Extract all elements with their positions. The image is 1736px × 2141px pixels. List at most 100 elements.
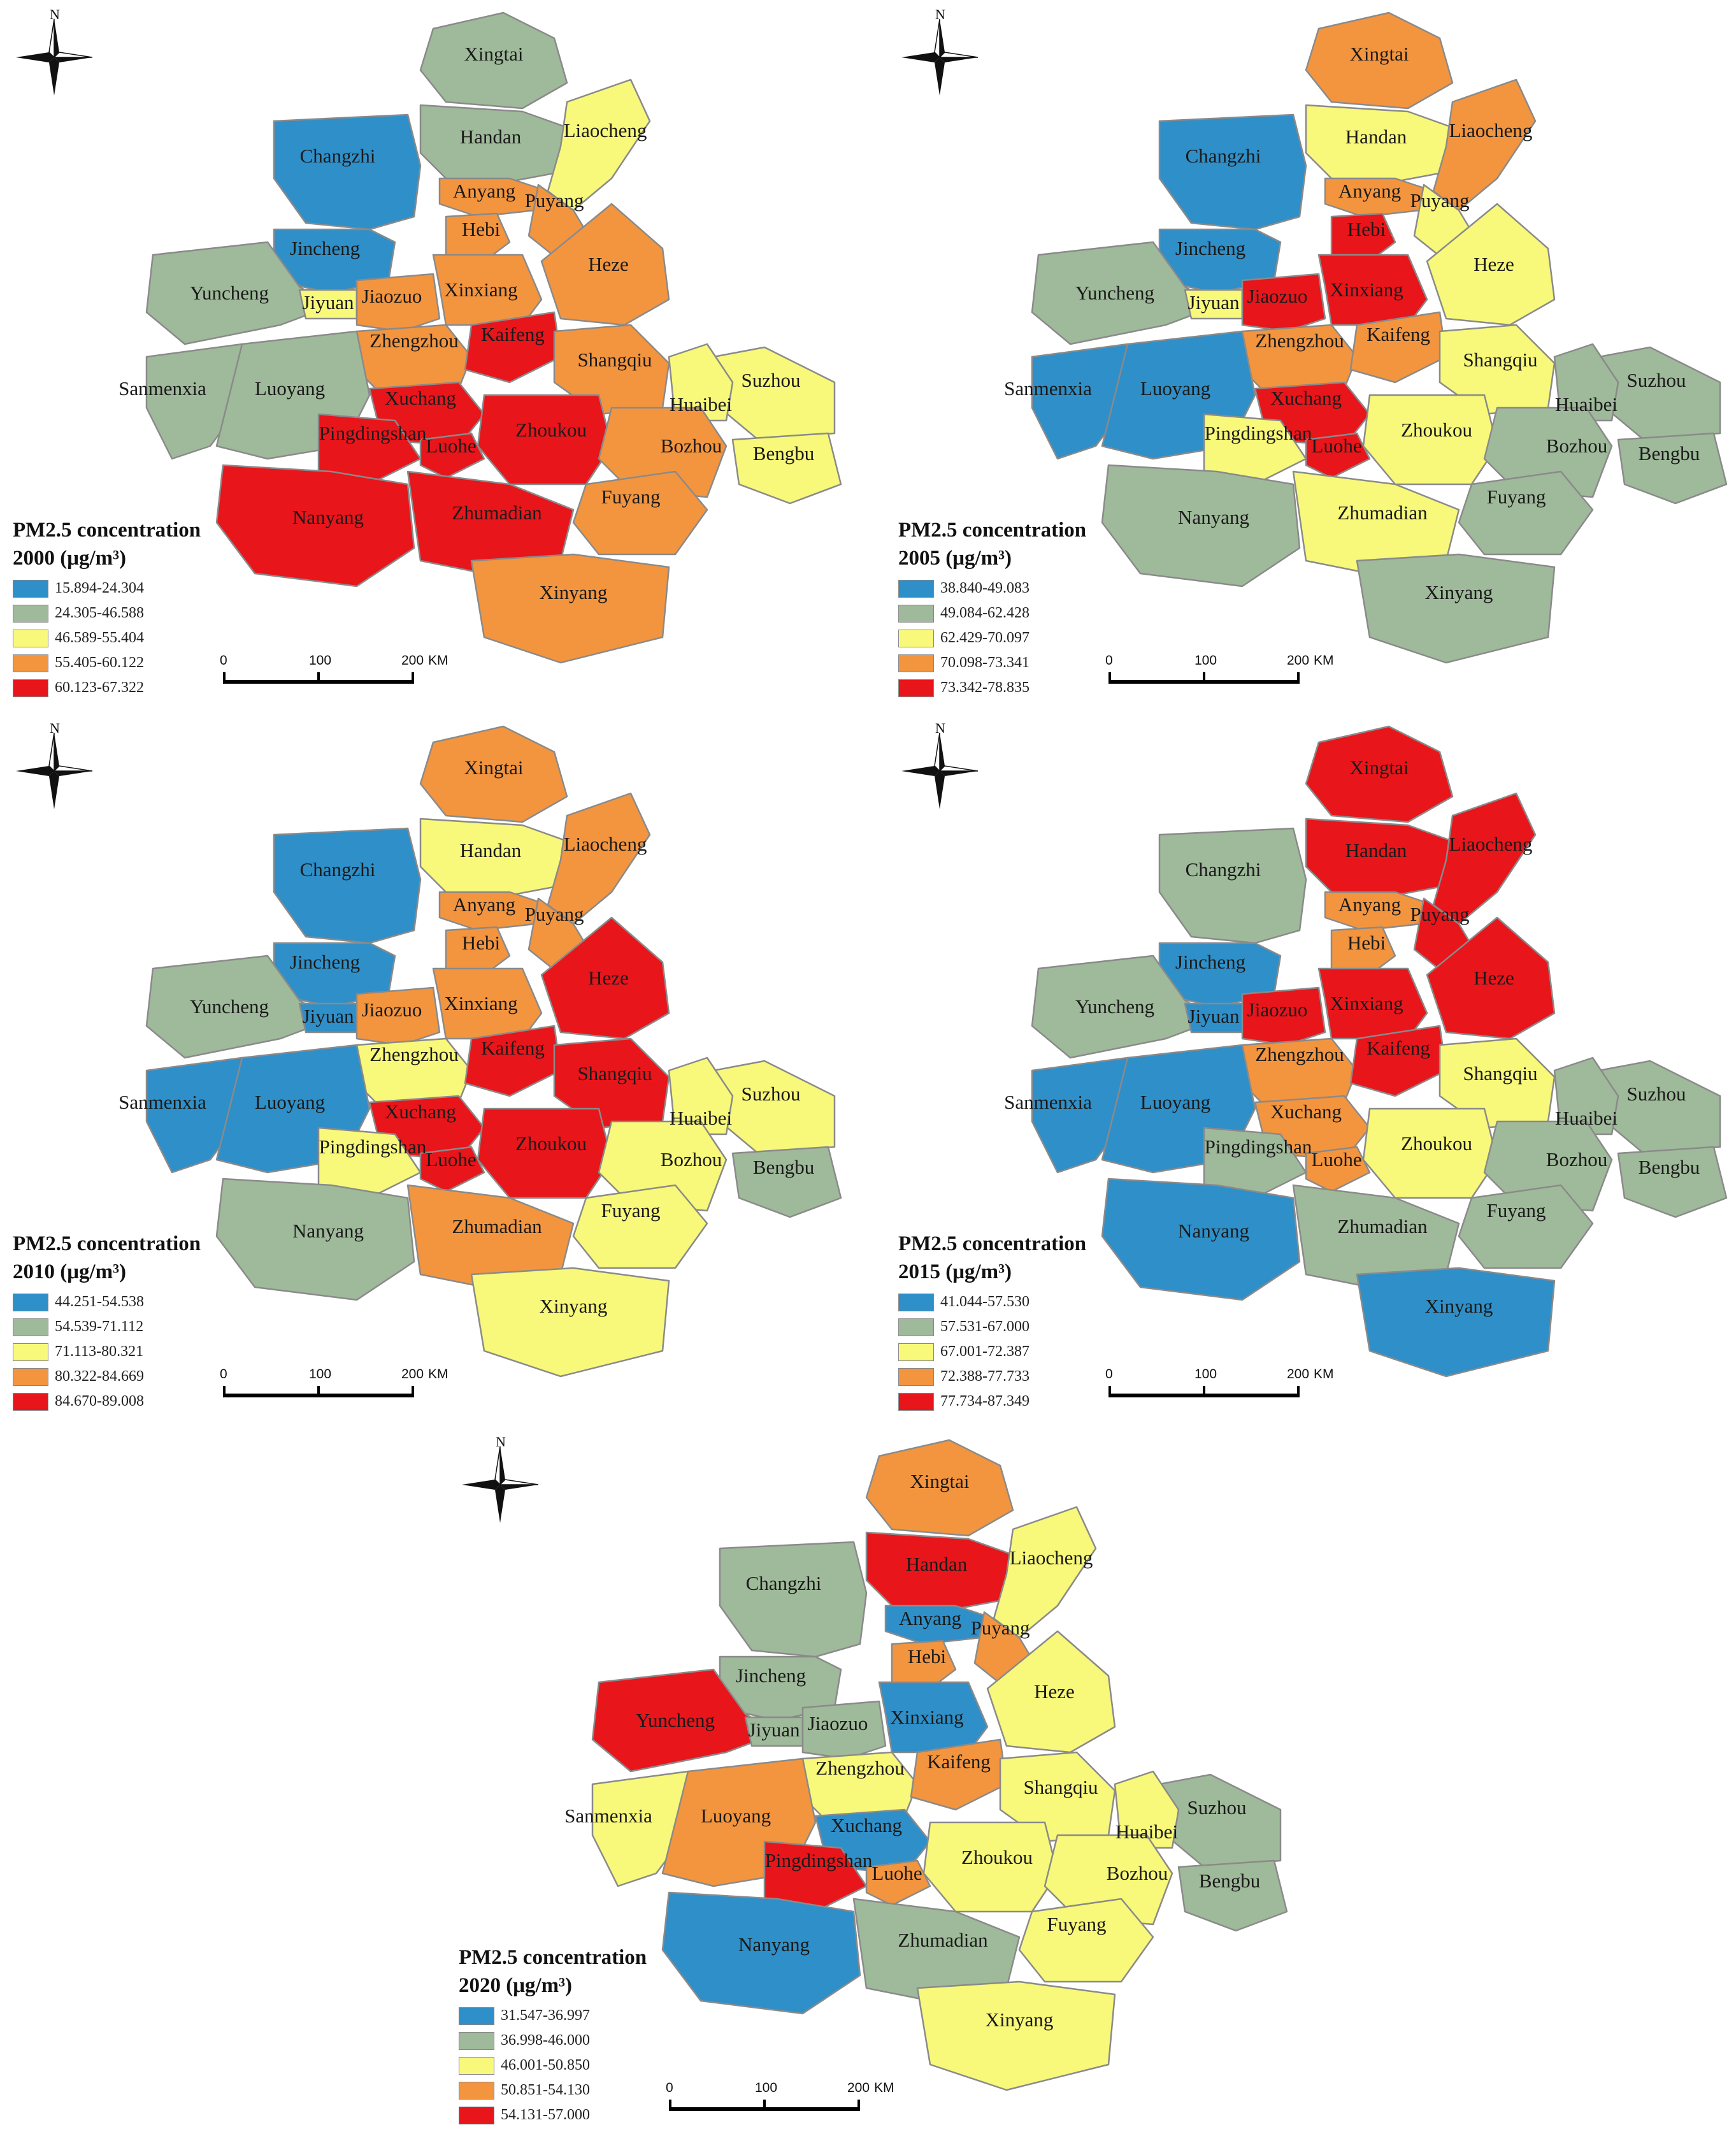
city-label: Yuncheng — [190, 282, 269, 304]
region-bozhou — [598, 1120, 728, 1212]
city-label: Zhumadian — [898, 1929, 988, 1951]
city-label: Jincheng — [736, 1664, 806, 1687]
legend: PM2.5 concentration 2020 (μg/m³) 31.547-36… — [459, 1943, 647, 2128]
legend-item: 72.388-77.733 — [898, 1364, 1086, 1389]
region-liaocheng — [1432, 78, 1537, 212]
city-label: Puyang — [971, 1617, 1030, 1639]
legend-item: 31.547-36.997 — [459, 2003, 647, 2028]
city-label: Xingtai — [464, 43, 524, 65]
legend: PM2.5 concentration 2010 (μg/m³) 44.251-54… — [13, 1230, 201, 1414]
legend-swatch — [13, 654, 48, 672]
city-label: Changzhi — [300, 858, 376, 881]
scale-bar-end — [1108, 672, 1111, 684]
scale-unit: KM — [1314, 653, 1334, 668]
region-xinyang — [1356, 1267, 1556, 1378]
region-luohe — [865, 1859, 931, 1907]
region-xinyang — [470, 1267, 670, 1378]
city-label: Shangqiu — [577, 1062, 652, 1085]
north-label: N — [935, 720, 945, 736]
legend-title: PM2.5 concentration — [13, 519, 201, 542]
city-label: Zhumadian — [1337, 501, 1428, 524]
map-panel-0: Xingtai Handan Liaocheng Changzhi Anyang Puya… — [0, 0, 850, 714]
map-panel-3: Xingtai Handan Liaocheng Changzhi Anyang Puya… — [886, 714, 1736, 1427]
region-changzhi — [1158, 827, 1307, 944]
city-label: Zhoukou — [515, 419, 587, 441]
region-handan — [1305, 818, 1454, 897]
legend-item: 49.084-62.428 — [898, 601, 1086, 626]
city-label: Handan — [460, 126, 522, 148]
region-nanyang — [215, 464, 415, 588]
region-pingdingshan — [763, 1840, 868, 1913]
city-label: Puyang — [525, 903, 584, 925]
region-fuyang — [572, 1184, 708, 1269]
legend-range: 49.084-62.428 — [940, 605, 1029, 621]
legend-item: 44.251-54.538 — [13, 1290, 201, 1315]
city-label: Luoyang — [1140, 377, 1210, 400]
legend-range: 15.894-24.304 — [55, 580, 144, 596]
city-label: Yuncheng — [190, 995, 269, 1018]
legend-item: 36.998-46.000 — [459, 2028, 647, 2053]
city-label: Handan — [1345, 839, 1407, 861]
city-label: Jiyuan — [1188, 291, 1240, 314]
city-label: Jiyuan — [303, 1005, 354, 1027]
legend-swatch — [898, 1343, 934, 1361]
city-label: Heze — [1474, 967, 1514, 989]
region-fuyang — [1458, 470, 1594, 556]
city-label: Luoyang — [255, 377, 325, 400]
legend-item: 80.322-84.669 — [13, 1364, 201, 1389]
region-nanyang — [1101, 464, 1301, 588]
scale-bar-end — [223, 672, 226, 684]
city-label: Changzhi — [1186, 858, 1261, 881]
city-label: Kaifeng — [481, 1037, 545, 1059]
legend-swatch — [898, 654, 934, 672]
scale-tick: 200 — [847, 2080, 870, 2095]
region-pingdingshan — [317, 413, 422, 486]
region-xinyang — [470, 553, 670, 664]
region-heze — [986, 1630, 1116, 1754]
city-label: Xingtai — [1350, 43, 1409, 65]
legend-swatch — [459, 2106, 494, 2124]
city-label: Xinyang — [1425, 581, 1493, 603]
region-hebi — [445, 926, 511, 976]
legend: PM2.5 concentration 2015 (μg/m³) 41.044-57… — [898, 1230, 1086, 1414]
city-label: Huaibei — [670, 393, 733, 415]
region-liaocheng — [547, 78, 651, 212]
city-label: Xuchang — [831, 1814, 902, 1836]
region-bengbu — [731, 1146, 842, 1218]
city-label: Pingdingshan — [765, 1849, 873, 1871]
legend-swatch — [898, 604, 934, 623]
city-label: Jiaozuo — [362, 285, 422, 307]
legend: PM2.5 concentration 2000 (μg/m³) 15.894-24… — [13, 516, 201, 700]
region-jiaozuo — [1241, 273, 1326, 333]
north-label: N — [496, 1434, 506, 1450]
legend-item: 70.098-73.341 — [898, 651, 1086, 675]
north-label: N — [935, 6, 945, 22]
legend-range: 77.734-87.349 — [940, 1393, 1029, 1409]
scale-tick: 100 — [309, 653, 332, 668]
region-heze — [1426, 916, 1556, 1040]
scale-bar: 0 100 200 KM — [220, 1367, 448, 1405]
city-label: Xingtai — [1350, 756, 1409, 779]
legend-range: 31.547-36.997 — [501, 2007, 590, 2024]
city-label: Fuyang — [1487, 486, 1546, 508]
legend-range: 57.531-67.000 — [940, 1318, 1029, 1335]
legend-item: 67.001-72.387 — [898, 1339, 1086, 1364]
city-label: Puyang — [525, 189, 584, 212]
region-kaifeng — [910, 1738, 1008, 1811]
region-bozhou — [1483, 1120, 1613, 1212]
legend-title-year: 2000 (μg/m³) — [13, 547, 126, 570]
legend-swatch — [898, 1318, 934, 1336]
legend-title: PM2.5 concentration — [459, 1946, 647, 1969]
region-heze — [1426, 203, 1556, 326]
city-label: Luoyang — [255, 1091, 325, 1113]
city-label: Luohe — [426, 435, 476, 457]
city-label: Luohe — [1311, 435, 1361, 457]
legend-swatch — [13, 1318, 48, 1336]
scale-tick: 200 — [1287, 653, 1310, 668]
region-changzhi — [273, 827, 422, 944]
region-handan — [865, 1531, 1014, 1610]
city-label: Zhoukou — [1401, 419, 1472, 441]
region-pingdingshan — [1203, 413, 1307, 486]
legend-range: 67.001-72.387 — [940, 1343, 1029, 1360]
